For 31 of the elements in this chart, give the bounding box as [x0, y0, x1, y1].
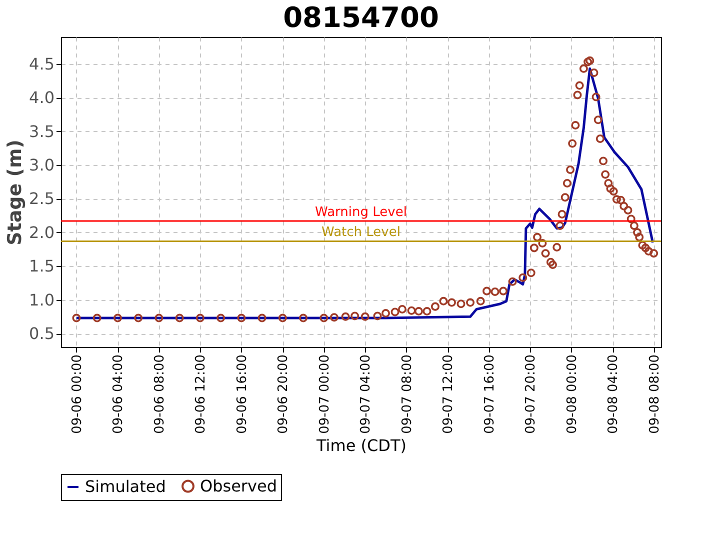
x-tick-label: 09-08 08:00	[647, 354, 662, 434]
legend-label: Observed	[200, 476, 277, 496]
x-tick-label: 09-06 16:00	[234, 354, 250, 434]
x-tick-label: 09-06 08:00	[152, 354, 168, 434]
y-tick-label: 2.5	[29, 189, 54, 208]
legend-label: Simulated	[85, 477, 166, 496]
x-tick-label: 09-07 20:00	[524, 354, 539, 434]
ref-line-label: Watch Level	[322, 225, 400, 240]
x-tick-label: 09-07 08:00	[400, 354, 415, 434]
y-tick-label: 4.0	[29, 88, 54, 108]
y-tick-label: 3.5	[29, 122, 54, 141]
y-tick-label: 2.0	[29, 222, 54, 242]
x-tick-label: 09-08 04:00	[606, 354, 622, 434]
x-tick-label: 09-08 00:00	[564, 354, 580, 434]
x-tick-label: 09-07 16:00	[482, 354, 498, 434]
x-tick-label: 09-06 04:00	[111, 354, 126, 434]
y-tick-label: 4.5	[29, 54, 54, 74]
chart-title: 08154700	[283, 1, 439, 34]
x-tick-label: 09-06 20:00	[276, 354, 292, 434]
x-tick-label: 09-07 04:00	[358, 354, 374, 434]
y-tick-label: 3.0	[29, 156, 54, 175]
x-tick-label: 09-06 12:00	[194, 354, 209, 434]
y-axis-title: Stage (m)	[4, 140, 26, 246]
y-tick-label: 1.5	[29, 256, 54, 276]
x-tick-label: 09-07 00:00	[317, 354, 332, 434]
x-axis-title: Time (CDT)	[316, 436, 406, 455]
x-tick-label: 09-06 00:00	[70, 354, 85, 434]
y-tick-label: 1.0	[29, 290, 54, 310]
y-tick-label: 0.5	[29, 324, 54, 344]
ref-line-label: Warning Level	[315, 204, 407, 220]
x-tick-label: 09-07 12:00	[441, 354, 456, 434]
